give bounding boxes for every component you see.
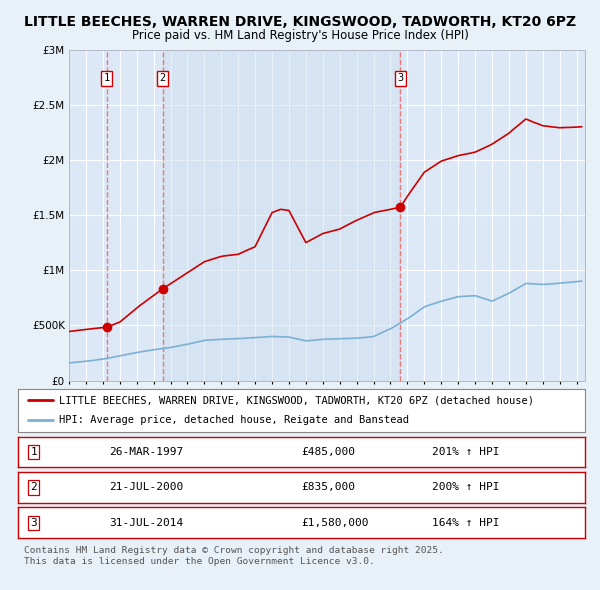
- Text: £1,580,000: £1,580,000: [302, 518, 369, 527]
- Text: 201% ↑ HPI: 201% ↑ HPI: [432, 447, 499, 457]
- Text: LITTLE BEECHES, WARREN DRIVE, KINGSWOOD, TADWORTH, KT20 6PZ (detached house): LITTLE BEECHES, WARREN DRIVE, KINGSWOOD,…: [59, 395, 534, 405]
- Text: £835,000: £835,000: [302, 483, 355, 492]
- Text: LITTLE BEECHES, WARREN DRIVE, KINGSWOOD, TADWORTH, KT20 6PZ: LITTLE BEECHES, WARREN DRIVE, KINGSWOOD,…: [24, 15, 576, 29]
- Text: 1: 1: [31, 447, 37, 457]
- Text: 3: 3: [31, 518, 37, 527]
- Bar: [163, 50, 400, 381]
- Text: Price paid vs. HM Land Registry's House Price Index (HPI): Price paid vs. HM Land Registry's House …: [131, 30, 469, 42]
- Text: 26-MAR-1997: 26-MAR-1997: [109, 447, 183, 457]
- Text: 2: 2: [31, 483, 37, 492]
- Text: 2: 2: [160, 73, 166, 83]
- Text: 31-JUL-2014: 31-JUL-2014: [109, 518, 183, 527]
- Text: HPI: Average price, detached house, Reigate and Banstead: HPI: Average price, detached house, Reig…: [59, 415, 409, 425]
- Text: 1: 1: [104, 73, 110, 83]
- Text: 3: 3: [397, 73, 403, 83]
- Text: 164% ↑ HPI: 164% ↑ HPI: [432, 518, 499, 527]
- Text: Contains HM Land Registry data © Crown copyright and database right 2025.
This d: Contains HM Land Registry data © Crown c…: [24, 546, 444, 566]
- Text: £485,000: £485,000: [302, 447, 355, 457]
- Text: 21-JUL-2000: 21-JUL-2000: [109, 483, 183, 492]
- Text: 200% ↑ HPI: 200% ↑ HPI: [432, 483, 499, 492]
